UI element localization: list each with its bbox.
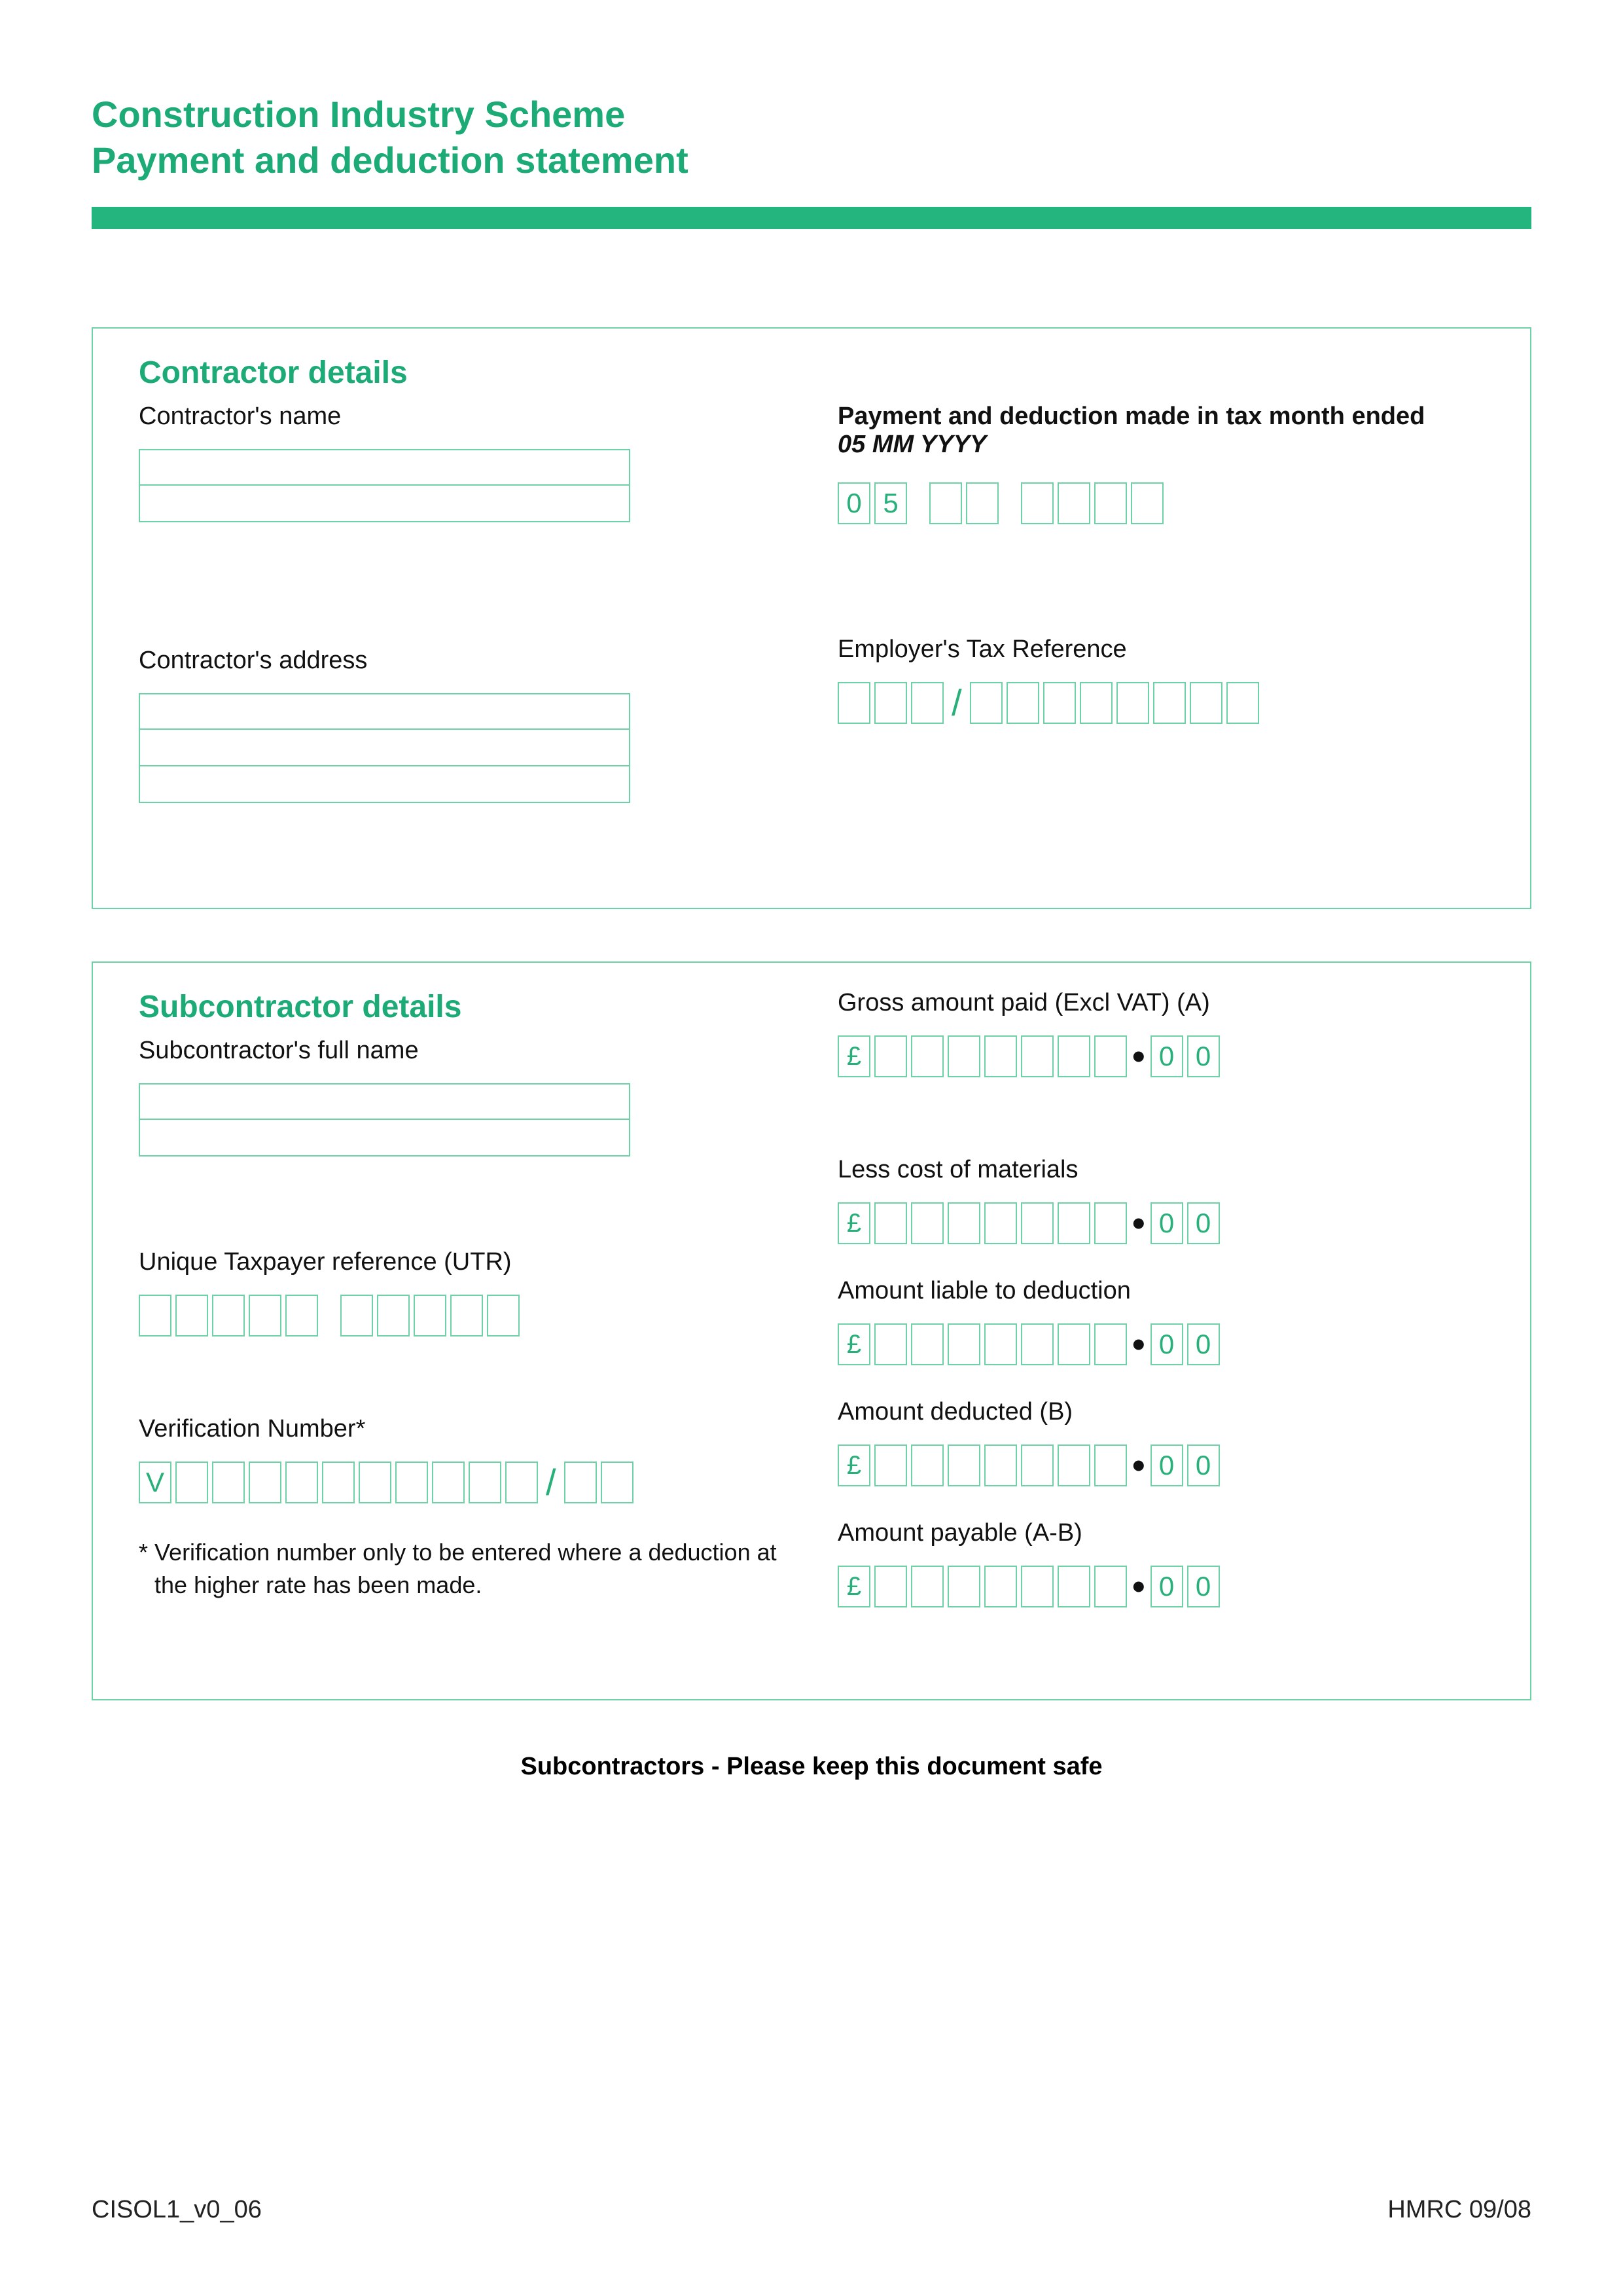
payment-month-format: 05 MM YYYY <box>838 431 1484 459</box>
liable-input[interactable]: £•00 <box>838 1323 1484 1365</box>
verification-input[interactable]: V/ <box>139 1462 785 1503</box>
form-reference: CISOL1_v0_06 <box>92 2196 262 2224</box>
contractor-panel: Contractor details Contractor's name Con… <box>92 327 1531 909</box>
page-title: Construction Industry Scheme Payment and… <box>92 92 1531 183</box>
tax-month-date-input[interactable]: 05 <box>838 482 1484 524</box>
payment-month-label: Payment and deduction made in tax month … <box>838 403 1484 431</box>
materials-input[interactable]: £•00 <box>838 1202 1484 1244</box>
verification-label: Verification Number* <box>139 1415 785 1443</box>
employer-tax-ref-input[interactable]: / <box>838 682 1484 724</box>
contractor-name-label: Contractor's name <box>139 403 785 431</box>
title-line-1: Construction Industry Scheme <box>92 94 625 135</box>
contractor-heading: Contractor details <box>139 355 1484 391</box>
title-line-2: Payment and deduction statement <box>92 139 688 181</box>
contractor-address-input[interactable] <box>139 693 630 803</box>
gross-amount-label: Gross amount paid (Excl VAT) (A) <box>838 989 1484 1017</box>
contractor-address-label: Contractor's address <box>139 647 785 675</box>
verification-note: * Verification number only to be entered… <box>139 1536 785 1602</box>
deducted-label: Amount deducted (B) <box>838 1398 1484 1426</box>
subcontractor-name-label: Subcontractor's full name <box>139 1037 785 1065</box>
payable-label: Amount payable (A-B) <box>838 1519 1484 1547</box>
subcontractor-name-input[interactable] <box>139 1083 630 1157</box>
note-text: Verification number only to be entered w… <box>154 1536 785 1602</box>
materials-label: Less cost of materials <box>838 1156 1484 1184</box>
liable-label: Amount liable to deduction <box>838 1277 1484 1305</box>
payable-input[interactable]: £•00 <box>838 1566 1484 1607</box>
footer-message: Subcontractors - Please keep this docume… <box>92 1753 1531 1781</box>
utr-input[interactable] <box>139 1295 785 1336</box>
header-bar <box>92 207 1531 229</box>
deducted-input[interactable]: £•00 <box>838 1444 1484 1486</box>
employer-tax-ref-label: Employer's Tax Reference <box>838 636 1484 664</box>
issuer-reference: HMRC 09/08 <box>1387 2196 1531 2224</box>
subcontractor-panel: Subcontractor details Subcontractor's fu… <box>92 961 1531 1700</box>
utr-label: Unique Taxpayer reference (UTR) <box>139 1248 785 1276</box>
footer-bar: CISOL1_v0_06 HMRC 09/08 <box>92 2196 1531 2224</box>
contractor-name-input[interactable] <box>139 449 630 522</box>
subcontractor-heading: Subcontractor details <box>139 989 785 1025</box>
gross-amount-input[interactable]: £•00 <box>838 1035 1484 1077</box>
note-asterisk: * <box>139 1536 148 1602</box>
